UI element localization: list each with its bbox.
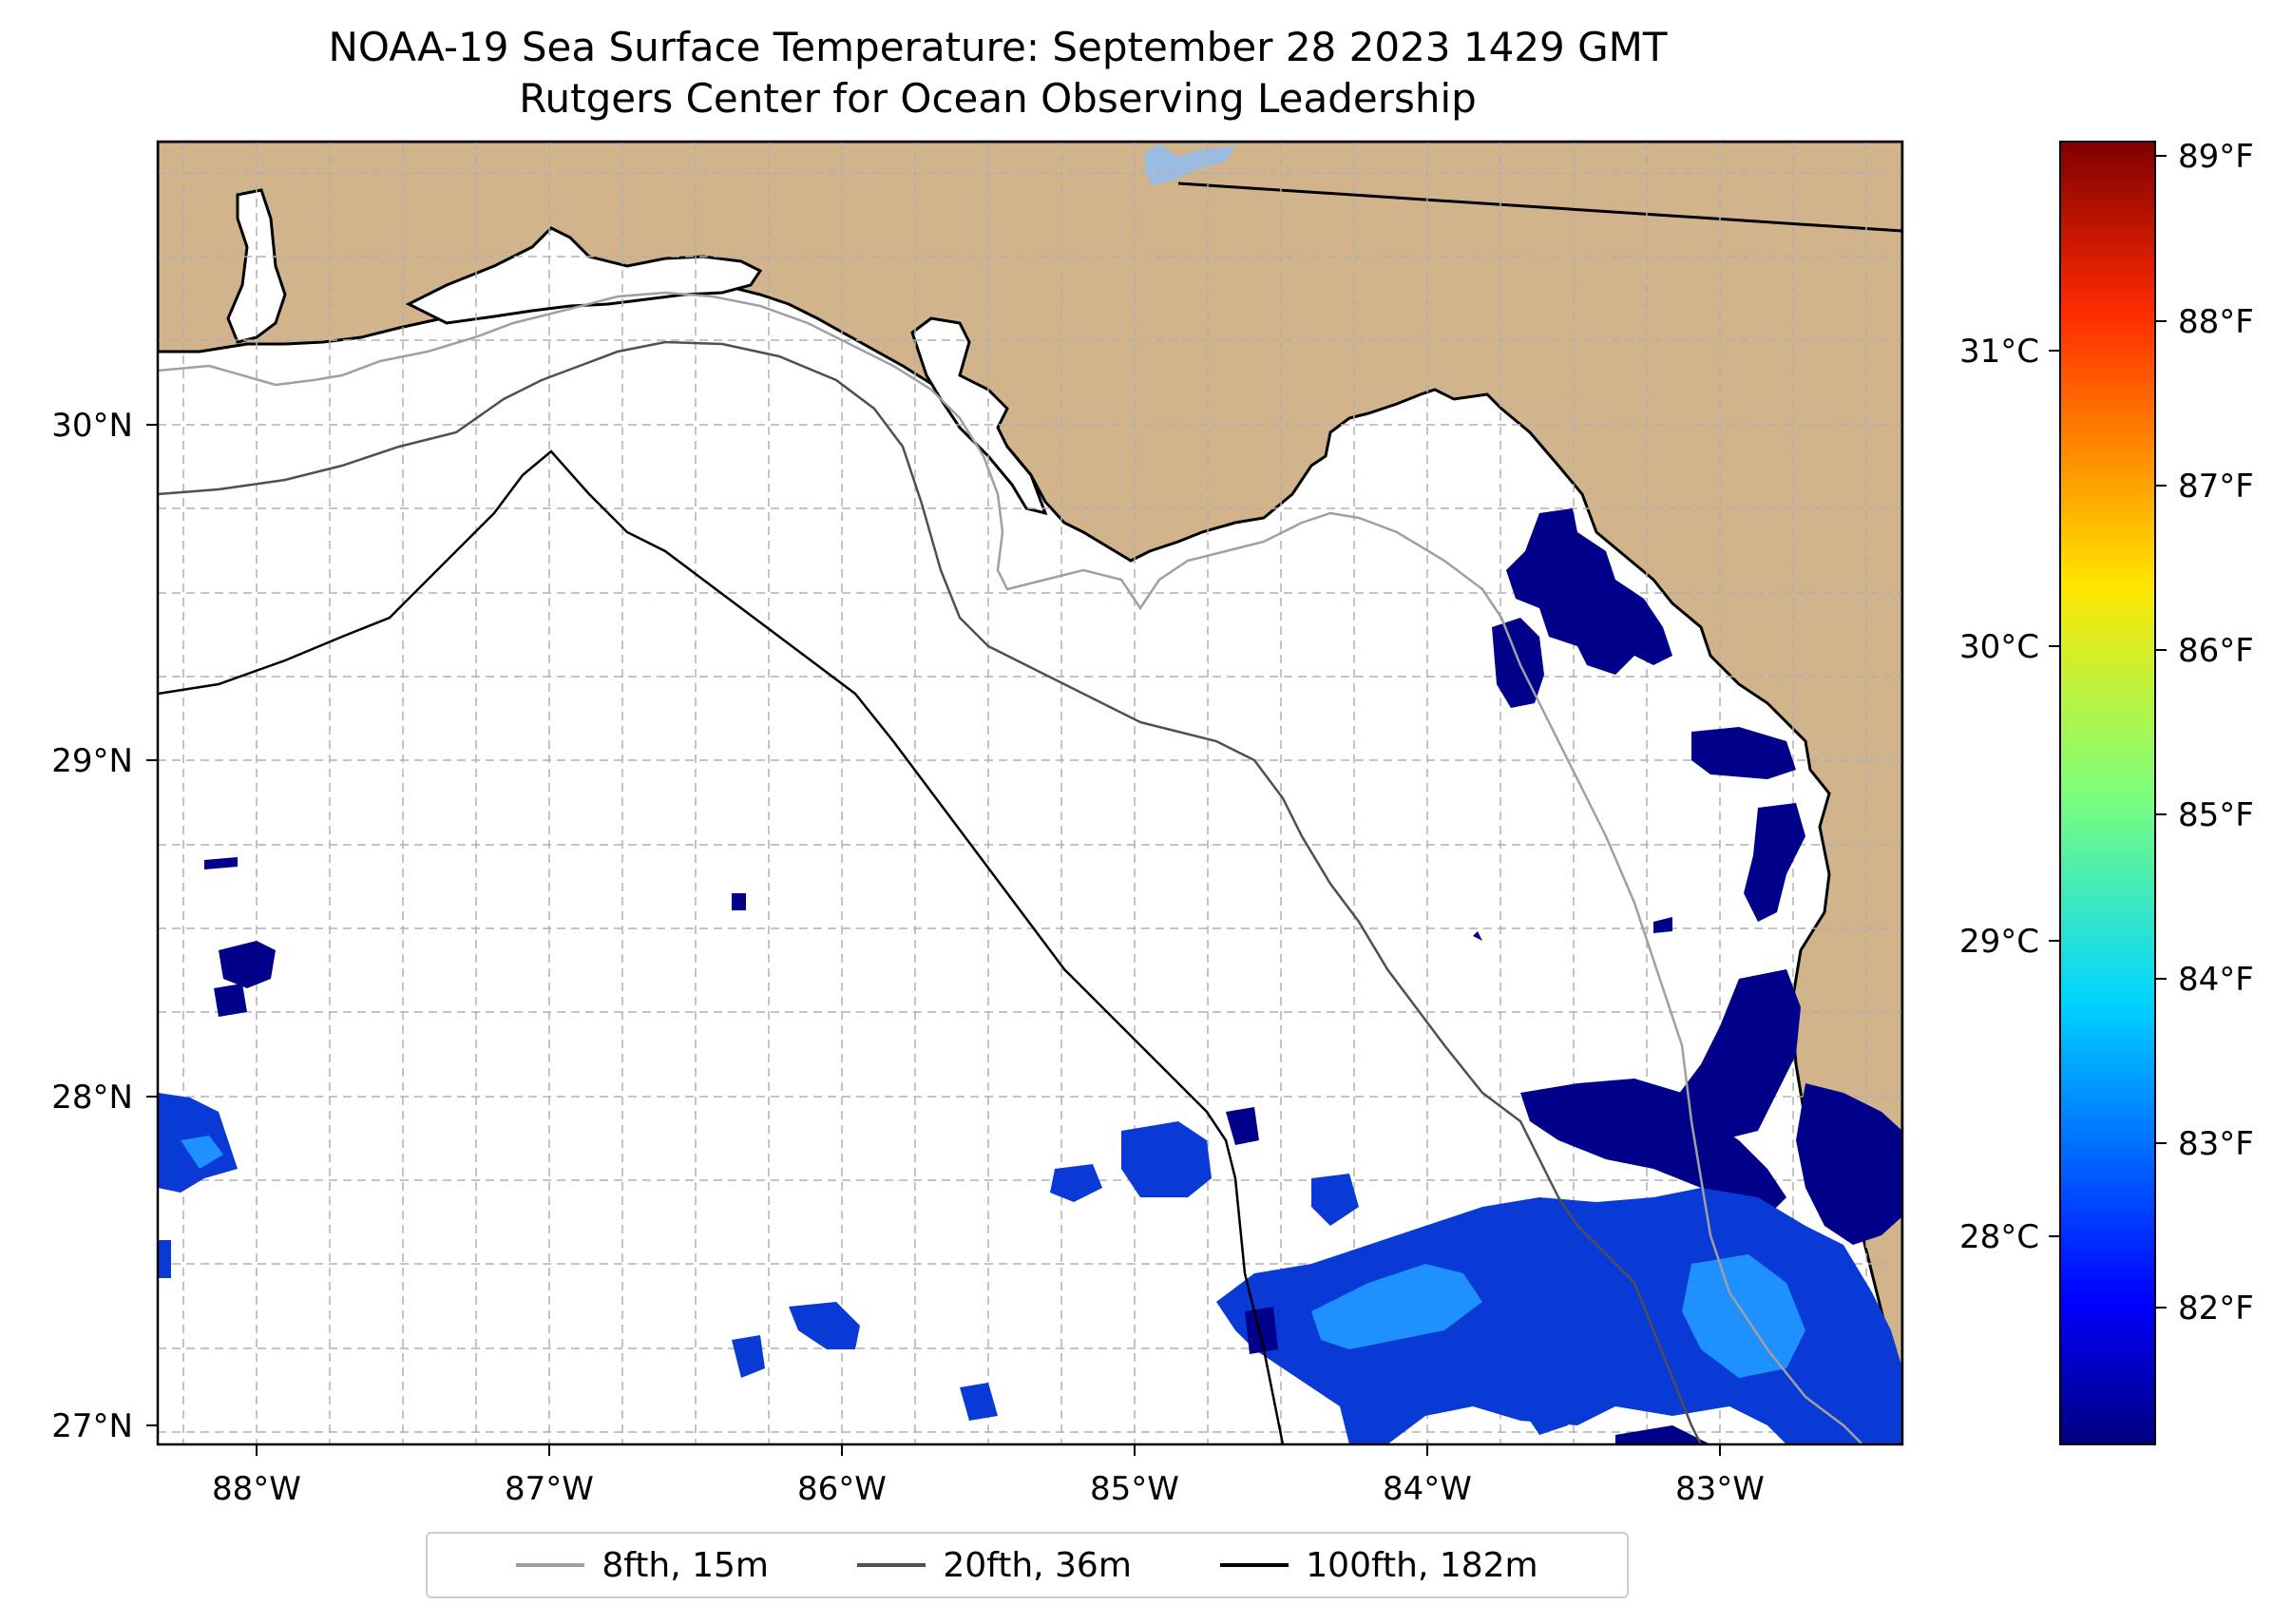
lake (1145, 144, 1235, 185)
legend-label: 100fth, 182m (1306, 1545, 1538, 1585)
lon-tick-label: 87°W (505, 1470, 594, 1508)
lon-tick-label: 84°W (1383, 1470, 1472, 1508)
colorbar-fahrenheit-label: 82°F (2178, 1290, 2254, 1328)
colorbar-fahrenheit-label: 88°F (2178, 303, 2254, 341)
state-border (1177, 182, 1902, 233)
map-title: NOAA-19 Sea Surface Temperature: Septemb… (328, 24, 1668, 70)
colorbar-fahrenheit-label: 89°F (2178, 138, 2254, 176)
lat-tick-label: 30°N (51, 407, 133, 445)
apalachicola-bay (910, 316, 1048, 516)
legend-line-20fth (857, 1563, 926, 1567)
colorbar-celsius-label: 29°C (1959, 923, 2039, 961)
lat-tick-label: 29°N (51, 742, 133, 780)
mobile-bay (226, 188, 287, 344)
isobath-legend: 8fth, 15m 20fth, 36m 100fth, 182m (426, 1532, 1629, 1598)
isobath-100fth (158, 449, 1285, 1444)
lat-tick-label: 27°N (51, 1407, 133, 1445)
lon-tick-label: 85°W (1090, 1470, 1179, 1508)
colorbar-celsius-label: 31°C (1959, 333, 2039, 371)
colorbar-fahrenheit-label: 83°F (2178, 1125, 2254, 1163)
legend-label: 20fth, 36m (943, 1545, 1132, 1585)
legend-label: 8fth, 15m (602, 1545, 769, 1585)
colorbar-fahrenheit-label: 87°F (2178, 468, 2254, 506)
lon-tick-label: 86°W (797, 1470, 887, 1508)
lat-tick-label: 28°N (51, 1079, 133, 1117)
legend-item-8fth: 8fth, 15m (516, 1546, 769, 1585)
isobath-20fth (158, 340, 1703, 1444)
colorbar-fahrenheit-label: 86°F (2178, 632, 2254, 670)
colorbar-fahrenheit-label: 85°F (2178, 796, 2254, 834)
pensacola-bays (405, 226, 763, 325)
legend-item-100fth: 100fth, 182m (1220, 1546, 1538, 1585)
colorbar-ticks (2049, 155, 2167, 1309)
legend-line-8fth (516, 1563, 585, 1567)
legend-line-100fth (1220, 1563, 1289, 1567)
colorbar-celsius-label: 30°C (1959, 628, 2039, 666)
colorbar-fahrenheit-label: 84°F (2178, 961, 2254, 999)
map-frame (156, 140, 1904, 1446)
lon-tick-label: 83°W (1675, 1470, 1765, 1508)
colorbar-celsius-label: 28°C (1959, 1218, 2039, 1256)
legend-item-20fth: 20fth, 36m (857, 1546, 1132, 1585)
colorbar (2059, 141, 2156, 1445)
lon-tick-label: 88°W (212, 1470, 301, 1508)
isobath-8fth (158, 291, 1863, 1444)
map-area (158, 142, 1902, 1444)
map-subtitle: Rutgers Center for Ocean Observing Leade… (519, 75, 1477, 122)
sst-data (158, 508, 1902, 1444)
axis-ticks (146, 424, 1721, 1456)
